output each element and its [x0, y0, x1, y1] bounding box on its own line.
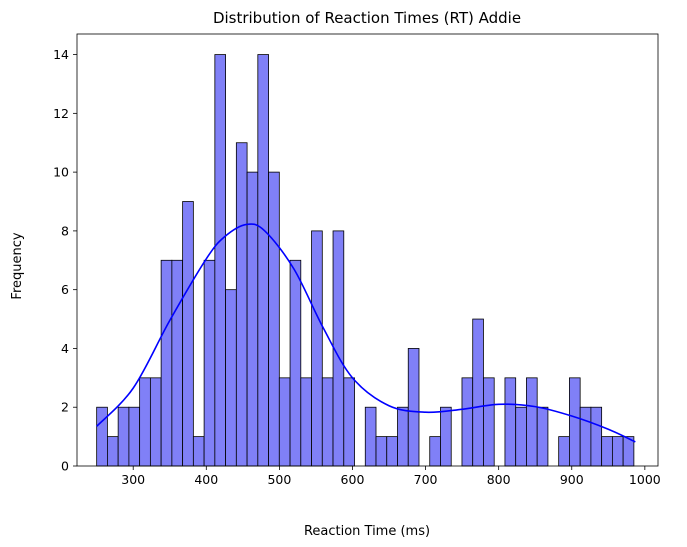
histogram-bar	[203, 259, 216, 467]
histogram-bar	[364, 406, 377, 467]
histogram-bar	[461, 377, 474, 467]
histogram-bar	[601, 436, 613, 467]
x-axis-ticks: 300 400 500 600 700 800 900 1000	[121, 466, 661, 487]
y-tick-label: 10	[53, 165, 69, 180]
histogram-bar	[526, 377, 538, 467]
y-tick-label: 0	[61, 459, 69, 474]
x-tick-label: 900	[560, 472, 584, 487]
y-tick-label: 4	[61, 341, 69, 356]
histogram-bar	[558, 436, 570, 467]
y-tick-label: 2	[61, 400, 69, 415]
histogram-bar	[569, 377, 581, 467]
kde-line	[96, 223, 636, 443]
y-tick-label: 8	[61, 223, 69, 238]
histogram-bar	[160, 259, 173, 467]
histogram-bar	[268, 171, 280, 467]
x-tick-label: 1000	[629, 472, 661, 487]
x-tick-label: 400	[194, 472, 218, 487]
bars-group	[96, 54, 635, 467]
histogram-bar	[149, 377, 162, 467]
histogram-bar	[386, 436, 398, 467]
histogram-bar	[214, 54, 226, 467]
histogram-bar	[139, 377, 151, 467]
y-tick-label: 12	[53, 106, 69, 121]
chart-title: Distribution of Reaction Times (RT) Addi…	[213, 9, 521, 27]
histogram-bar	[311, 230, 323, 467]
x-tick-label: 300	[121, 472, 145, 487]
histogram-bar	[429, 436, 441, 467]
histogram-bar	[440, 406, 452, 467]
x-tick-label: 800	[487, 472, 511, 487]
histogram-bar	[397, 406, 409, 467]
histogram-bar	[483, 377, 495, 467]
histogram-bar	[225, 289, 237, 467]
kde-group	[96, 223, 636, 443]
y-axis-label: Frequency	[10, 232, 25, 299]
histogram-bar	[343, 377, 355, 467]
histogram-bar	[107, 436, 119, 467]
histogram-bar	[407, 348, 420, 467]
histogram-bar	[300, 377, 312, 467]
histogram-bar	[579, 406, 592, 467]
histogram-bar	[515, 406, 527, 467]
plot-frame	[76, 33, 659, 467]
histogram-bar	[171, 259, 184, 467]
histogram-bar	[289, 259, 302, 467]
histogram-bar	[182, 201, 194, 467]
histogram-bar	[321, 377, 334, 467]
histogram-bar	[246, 171, 259, 467]
histogram-bar	[472, 318, 484, 467]
histogram-bar	[96, 406, 108, 467]
histogram-bar	[611, 436, 624, 467]
histogram-bar	[375, 436, 388, 467]
histogram-bar	[117, 406, 130, 467]
histogram-bar	[278, 377, 291, 467]
x-tick-label: 600	[341, 472, 365, 487]
x-tick-label: 500	[267, 472, 291, 487]
histogram-bar	[235, 142, 248, 467]
y-tick-label: 6	[61, 282, 69, 297]
histogram-bar	[504, 377, 517, 467]
y-tick-label: 14	[53, 47, 69, 62]
histogram-bar	[128, 406, 141, 467]
x-tick-label: 700	[414, 472, 438, 487]
histogram-bar	[257, 54, 269, 467]
y-axis-ticks: 0 2 4 6 8 10 12 14	[53, 47, 77, 474]
histogram-bar	[536, 406, 549, 467]
x-axis-label: Reaction Time (ms)	[304, 524, 430, 539]
histogram-bar	[192, 436, 205, 467]
histogram-bar	[590, 406, 603, 467]
